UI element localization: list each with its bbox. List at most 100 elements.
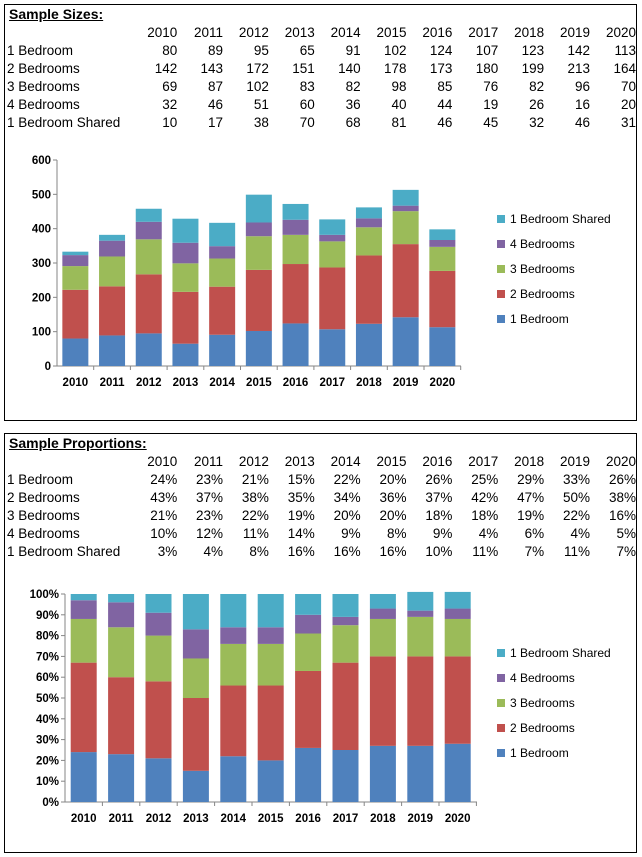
y-tick-label: 600 [32,155,51,167]
x-tick-label: 2013 [183,813,209,825]
year-header: 2011 [194,454,224,469]
bar-segment [99,256,126,287]
year-header: 2015 [376,454,407,469]
bar-segment [295,614,322,634]
bar-segment [282,264,309,324]
table-cell: 9% [341,526,361,541]
table-cell: 47% [517,490,545,505]
table-cell: 123 [521,43,545,58]
bar-segment [332,616,359,626]
x-tick-label: 2017 [333,813,359,825]
row-label: 3 Bedrooms [7,79,80,94]
bar-segment [145,635,172,682]
sample-proportions-title: Sample Proportions: [9,435,147,451]
table-cell: 11% [472,544,499,559]
bar-segment [220,643,247,686]
bar-segment [135,208,162,222]
table-cell: 172 [246,61,269,76]
table-header-row: 2010 2011 2012 2013 2014 2015 2016 2017 2018 2019… [7,453,636,471]
table-cell: 19 [483,97,499,112]
table-cell: 124 [429,43,453,58]
y-tick-label: 300 [32,258,51,270]
bar-segment [282,203,309,220]
table-cell: 36 [345,97,361,112]
table-cell: 83 [299,79,315,94]
table-cell: 80 [162,43,178,58]
bar-segment [70,600,97,619]
bar-segment [444,591,471,609]
table-cell: 96 [575,79,591,94]
bar-segment [355,218,382,228]
bar-segment [209,246,236,259]
table-row: 1 Bedroom 80 89 95 65 91 102 124 107 123 142 113 [7,42,636,60]
bar-segment [99,335,126,366]
legend-label: 3 Bedrooms [510,696,575,710]
bar-segment [245,222,272,237]
year-header: 2013 [284,25,315,40]
bar-segment [108,754,135,802]
legend-swatch [497,749,505,757]
table-cell: 43% [150,490,178,505]
table-cell: 20% [333,508,361,523]
bar-segment [355,207,382,219]
bar-segment [257,594,284,628]
table-cell: 173 [429,61,453,76]
y-tick-label: 20% [36,755,59,767]
table-cell: 82 [345,79,361,94]
x-tick-label: 2011 [100,377,126,389]
bar-segment [62,251,89,256]
year-header: 2020 [605,454,636,469]
bar-segment [282,234,309,265]
bar-segment [355,323,382,366]
x-tick-label: 2014 [209,377,235,389]
bar-segment [369,656,396,746]
year-header: 2012 [238,454,269,469]
bar-segment [369,745,396,802]
table-cell: 26% [608,472,636,487]
table-cell: 81 [391,115,407,130]
x-tick-label: 2016 [295,813,321,825]
y-tick-label: 100 [32,327,51,339]
sample-sizes-panel: Sample Sizes: 2010 2011 2012 2013 2014 2015 20… [4,4,637,421]
year-header: 2010 [147,25,178,40]
table-cell: 37% [196,490,224,505]
table-cell: 65 [299,43,315,58]
table-cell: 68 [345,115,361,130]
table-cell: 6% [524,526,545,541]
bar-segment [145,612,172,636]
table-cell: 19% [287,508,315,523]
table-row: 4 Bedrooms 10% 12% 11% 14% 9% 8% 9% 4% 6% 4% 5% [7,525,636,543]
table-cell: 102 [384,43,407,58]
year-header: 2018 [514,25,545,40]
table-cell: 46 [437,115,453,130]
bar-segment [407,616,434,657]
table-cell: 20% [379,508,407,523]
bar-segment [135,221,162,240]
bar-segment [392,189,419,206]
table-row: 1 Bedroom 24% 23% 21% 15% 22% 20% 26% 25% 29% 33% 2… [7,471,636,489]
y-tick-label: 200 [32,292,51,304]
bar-segment [209,286,236,335]
row-label: 1 Bedroom [7,43,74,58]
y-tick-label: 10% [36,776,59,788]
bar-segment [369,608,396,619]
bar-segment [145,594,172,613]
table-cell: 25% [471,472,499,487]
bar-segment [257,685,284,761]
table-cell: 20% [379,472,407,487]
bar-segment [355,255,382,324]
bar-segment [209,334,236,366]
legend-label: 3 Bedrooms [510,262,575,276]
bar-segment [245,330,272,366]
table-cell: 21% [150,508,178,523]
bar-segment [135,274,162,334]
y-tick-label: 90% [36,610,59,622]
x-tick-label: 2020 [445,813,471,825]
table-cell: 95 [253,43,269,58]
table-row: 1 Bedroom Shared 3% 4% 8% 16% 16% 16% 10% 11% 7% 1… [7,543,636,561]
table-cell: 142 [154,61,178,76]
legend-swatch [497,674,505,682]
y-tick-label: 50% [36,693,59,705]
bar-segment [220,594,247,628]
year-header: 2014 [330,454,361,469]
